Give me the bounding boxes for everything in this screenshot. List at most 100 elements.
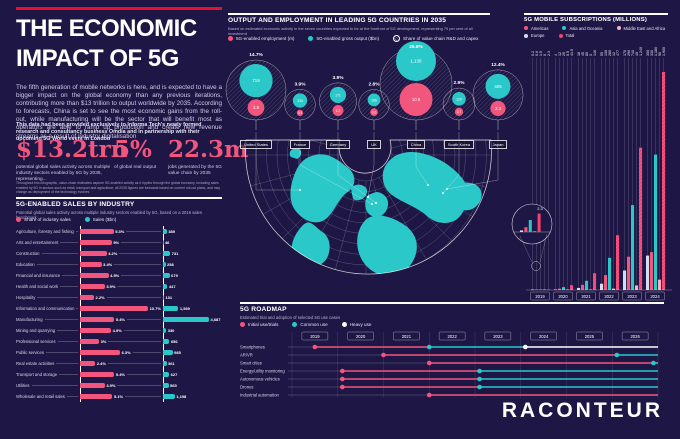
svg-text:2025: 2025: [585, 334, 595, 339]
country-label: China: [406, 140, 426, 149]
industry-row: Public services 6.3% 985: [16, 348, 222, 358]
rd-capex-share-value: 2.8%: [369, 81, 381, 87]
employment-value: 0.7: [457, 110, 462, 114]
industry-label-text: Transport and storage: [16, 372, 58, 378]
countries-section-rule: [228, 13, 490, 15]
subscriptions-svg: 0.2 0.6 1.5 0 2.3 4 12 25 0.5 41.5 18 45 80 3 146 55 130…: [511, 47, 672, 301]
industry-label-text: Agriculture, forestry and fishing: [16, 228, 74, 234]
leader-line: [37, 296, 78, 298]
industry-row-label: Real estate activities: [16, 361, 80, 366]
industry-share-value: 5.4%: [115, 317, 125, 322]
industry-sales-value: 565: [170, 383, 177, 389]
industry-share-bar: [80, 272, 109, 278]
industry-sales-bar: [163, 383, 169, 389]
subs-bar-americas-2020: [558, 288, 562, 290]
footnote: Throughout this infographic, value-chain…: [16, 181, 221, 194]
industry-label-text: Public services: [16, 350, 44, 356]
industry-chart-subtitle: Potential global sales activity across m…: [16, 209, 202, 220]
gross-output-value: 106: [371, 98, 377, 102]
country-label: UK: [367, 140, 381, 149]
subs-bar-asia-and-oceania-2020: [562, 287, 566, 290]
stat-value: $13.2trn: [16, 136, 128, 163]
roadmap-row-label: Energy/utility monitoring: [240, 369, 285, 374]
country-bubble-svg: 25.8% 1,130 10.9: [379, 40, 453, 130]
leader-line: [106, 296, 161, 298]
country-bubble-svg: 2.8% 106 0.6: [358, 81, 390, 130]
subs-bar-asia-and-oceania-2024: [654, 154, 658, 290]
industry-row: Hospitality 2.2% 101: [16, 292, 222, 302]
industry-share-value: 4.9%: [112, 328, 122, 334]
pink-legend-dot: [240, 322, 245, 327]
svg-text:3: 3: [589, 54, 593, 56]
industry-sales-cell: 447: [163, 283, 222, 289]
stat-label: of global real output: [114, 165, 157, 170]
leader-line: [62, 274, 78, 276]
industry-sales-value: 101: [165, 294, 173, 300]
industry-row-label: Information and communication: [16, 306, 80, 311]
source-note: This data had been provided exclusively …: [16, 122, 202, 142]
industry-label-text: Construction: [16, 250, 40, 256]
industry-sales-bar: [163, 339, 170, 345]
svg-text:2.3: 2.3: [537, 206, 543, 211]
legend-item: Middle East and Africa: [616, 25, 666, 31]
svg-text:4: 4: [554, 54, 558, 56]
common-use-dot: [614, 352, 620, 358]
industry-share-cell: 4.9%: [80, 328, 163, 334]
industry-label-text: Arts and entertainment: [16, 239, 59, 245]
country-bubble: 12.4% 406 2.3 Japan: [456, 44, 540, 151]
legend-item: Europe: [524, 33, 545, 38]
countries-legend: 5G-enabled employment (m) 5G-enabled gros…: [228, 35, 492, 42]
industry-share-value: 6.3%: [121, 350, 131, 356]
country-bubble-svg: 2.9% 120 0.7: [442, 80, 476, 130]
svg-text:280: 280: [608, 50, 612, 56]
leader-line: [114, 263, 161, 265]
subs-bar-middle-east-and-africa-2022: [612, 288, 616, 290]
industry-share-bar: [80, 239, 112, 245]
industry-sales-cell: 656: [163, 339, 222, 345]
teal-legend-dot: [308, 36, 314, 41]
gross-output-circle: [485, 73, 511, 99]
legend-label: 5G-enabled gross output ($bn): [316, 36, 380, 41]
legend-item: 5G-enabled gross output ($bn): [308, 36, 379, 41]
industry-row: Education 3.4% 258: [16, 259, 222, 269]
title-line-1: THE ECONOMIC: [16, 15, 197, 42]
legend-label: Middle East and Africa: [623, 25, 666, 31]
gross-output-value: 120: [456, 97, 462, 101]
svg-text:0: 0: [543, 54, 547, 56]
pink-legend-dot: [524, 26, 528, 30]
svg-text:2023: 2023: [627, 294, 637, 299]
light_pink-legend-dot: [616, 26, 621, 30]
svg-text:80: 80: [585, 52, 589, 56]
employment-circle: [296, 109, 304, 116]
legend-item: 5G-enabled employment (m): [228, 36, 294, 41]
industry-sales-cell: 679: [163, 272, 222, 278]
subscriptions-legend-row: Europe Total: [524, 33, 674, 38]
industry-row-label: Mining and quarrying: [16, 328, 80, 333]
subscriptions-legend: Americas Asia and Oceania Middle East and …: [524, 26, 674, 41]
svg-text:130: 130: [604, 50, 608, 56]
countries-title: OUTPUT AND EMPLOYMENT IN LEADING 5G COUN…: [228, 17, 447, 24]
legend-item: Common use: [292, 322, 328, 327]
magnifier-inset: 2.3: [511, 203, 553, 271]
industry-row-label: Hospitality: [16, 295, 80, 300]
leader-line: [41, 252, 78, 254]
legend-label: Heavy use: [349, 322, 372, 327]
industry-row: Real estate activities 2.4% 361: [16, 359, 222, 369]
country-bubble: 14.7% 719 2.8 United States: [214, 44, 298, 151]
industry-share-bar: [80, 305, 149, 311]
industry-row-label: Public services: [16, 350, 80, 355]
industry-row: Arts and entertainment 5% 46: [16, 237, 222, 247]
svg-text:0.2: 0.2: [531, 51, 535, 56]
key-stat: $13.2trn potential global sales activity …: [16, 136, 128, 183]
industry-share-cell: 5.3%: [80, 228, 163, 234]
legend-item: Initial use/trials: [240, 322, 278, 327]
svg-text:740: 740: [631, 50, 635, 56]
industry-sales-bar: [163, 328, 167, 334]
intro-paragraph: The fifth generation of mobile networks …: [16, 84, 222, 140]
subs-bar-middle-east-and-africa-2024: [658, 279, 662, 290]
industry-row-label: Utilities: [16, 383, 80, 388]
industry-sales-value: 361: [168, 361, 175, 367]
leader-line: [132, 352, 161, 354]
subscriptions-title: 5G MOBILE SUBSCRIPTIONS (MILLIONS): [524, 17, 647, 23]
svg-text:12: 12: [612, 52, 616, 56]
